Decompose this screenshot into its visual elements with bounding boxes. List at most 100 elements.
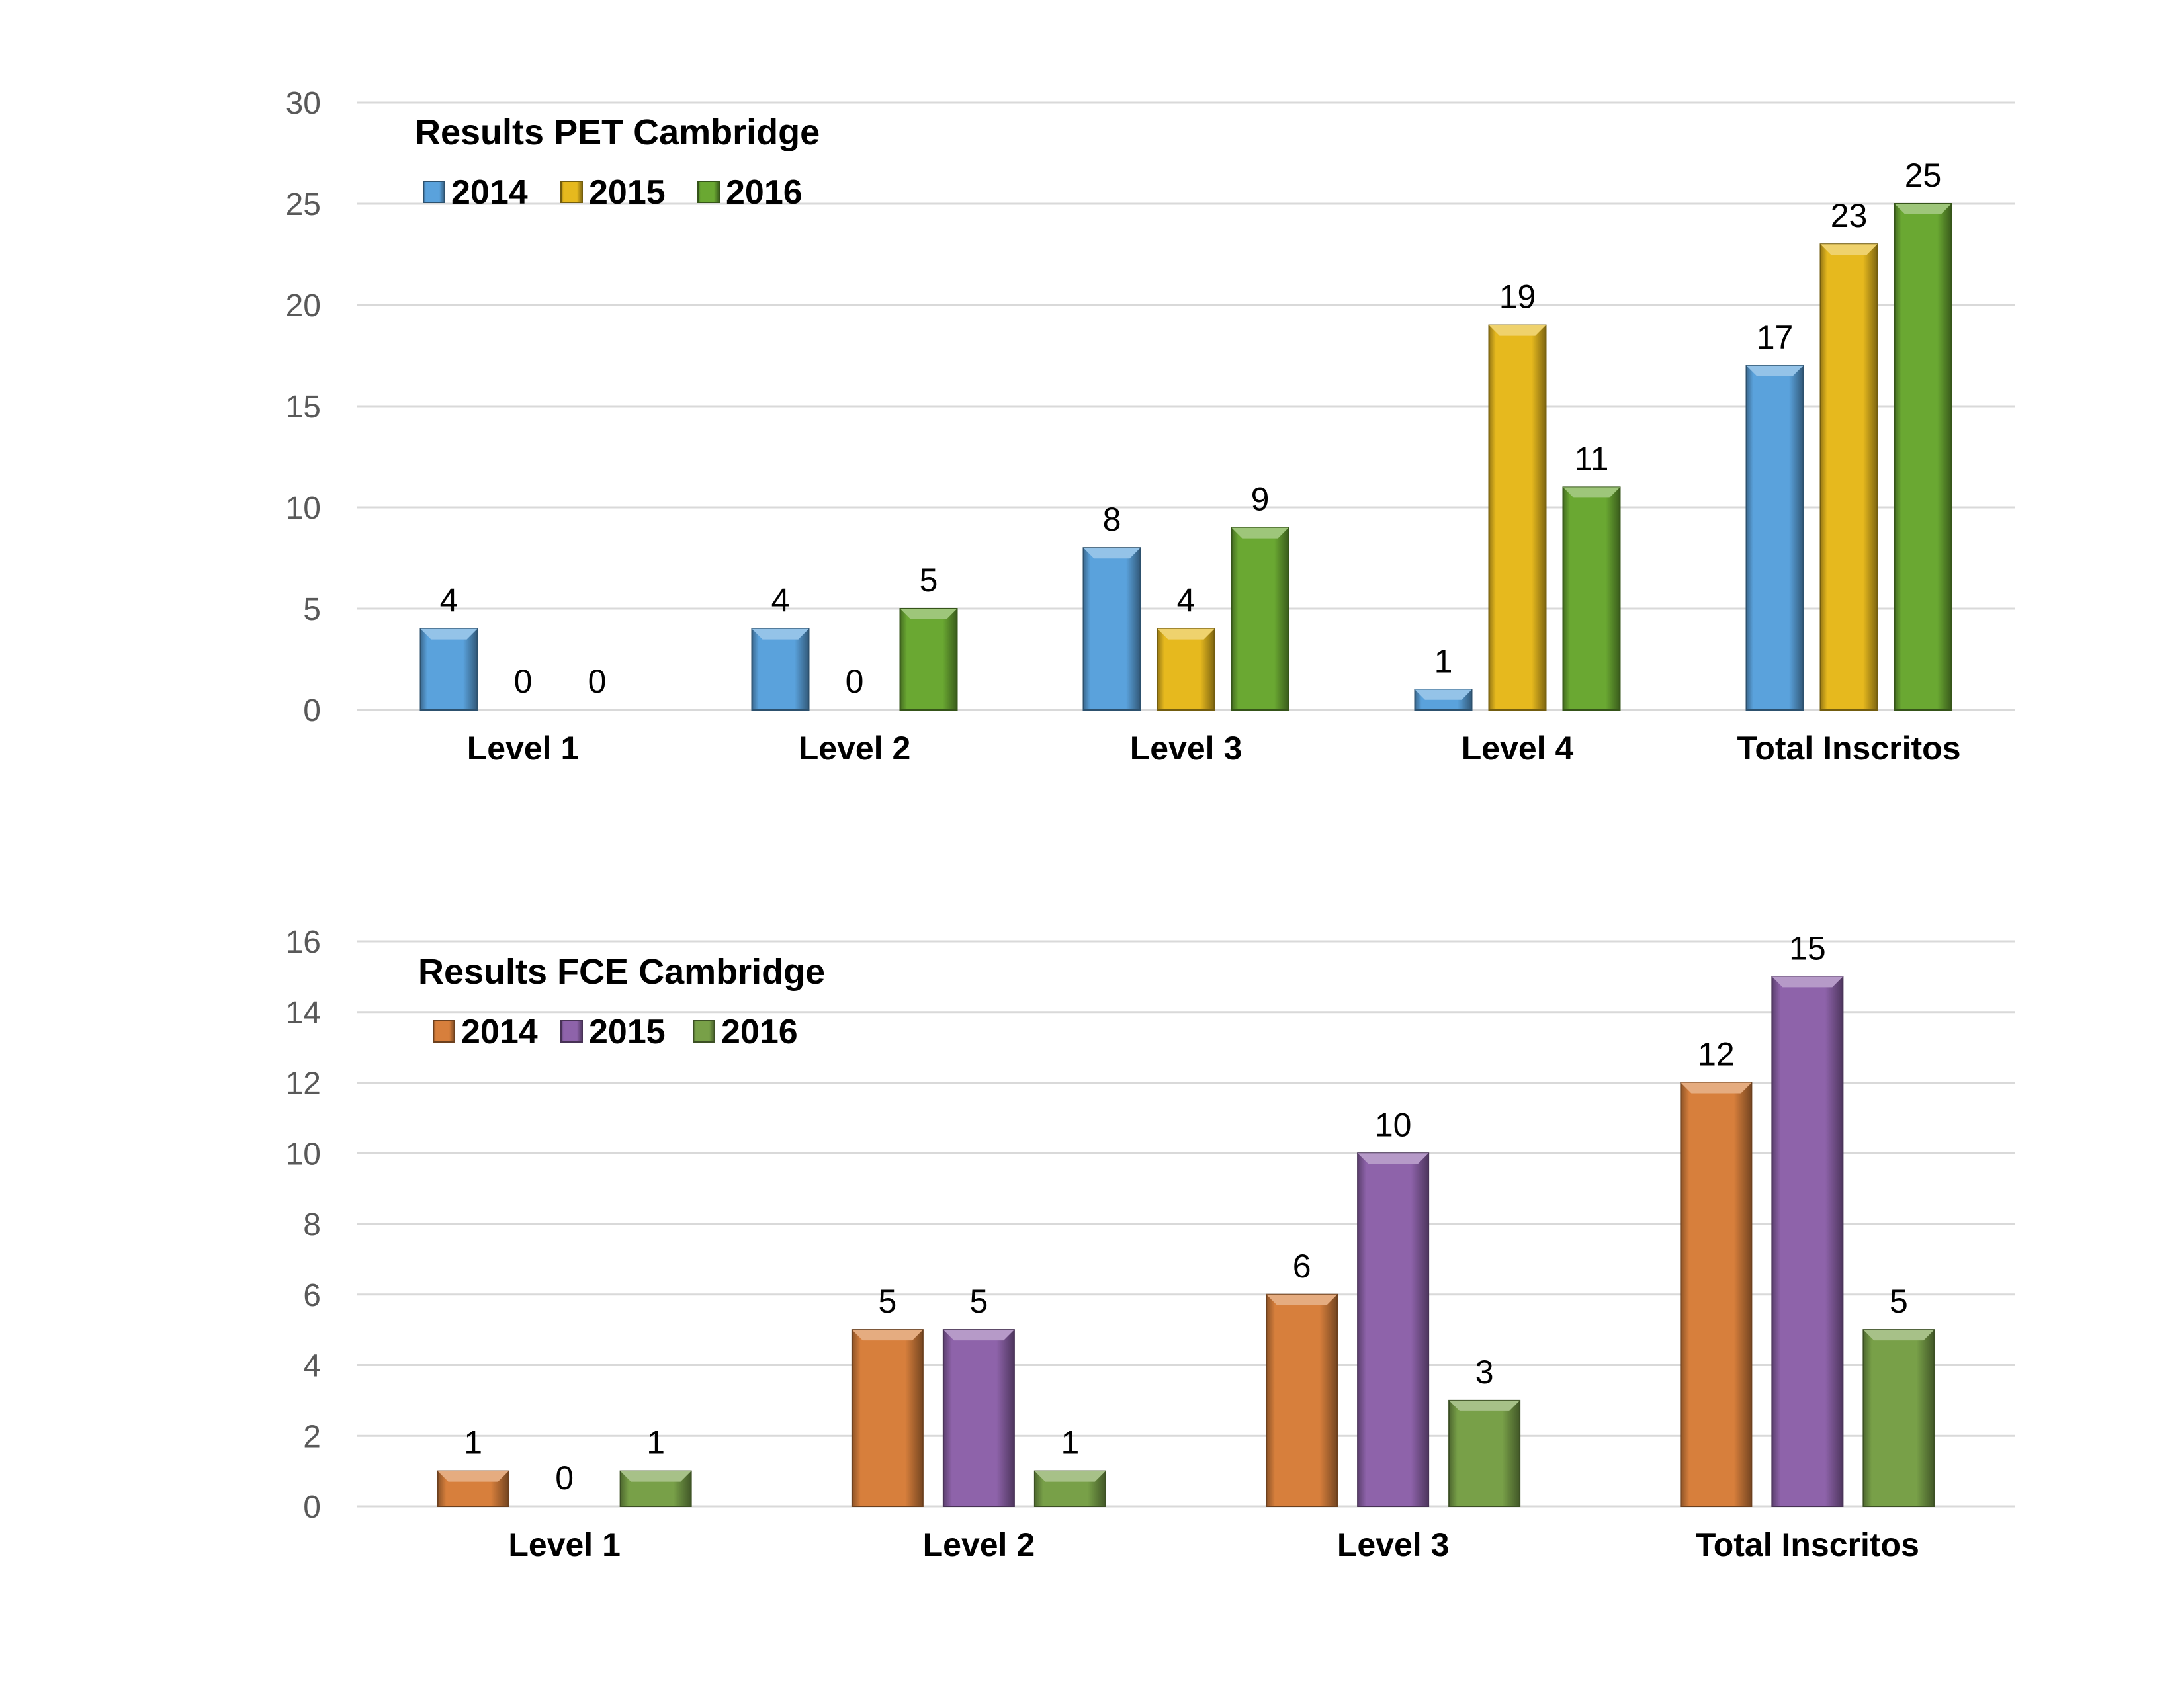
legend-item: 2015 bbox=[560, 173, 666, 212]
bar bbox=[1819, 243, 1878, 711]
y-tick-label: 20 bbox=[286, 288, 321, 324]
legend-swatch bbox=[433, 1020, 455, 1043]
bar bbox=[1448, 1399, 1521, 1507]
bar bbox=[619, 1470, 692, 1507]
data-label: 4 bbox=[771, 582, 790, 619]
y-tick-label: 0 bbox=[303, 693, 321, 728]
data-label: 23 bbox=[1831, 197, 1868, 234]
legend-label: 2016 bbox=[726, 173, 803, 212]
data-label: 19 bbox=[1499, 279, 1536, 316]
data-label: 0 bbox=[846, 663, 864, 700]
bar bbox=[1488, 324, 1547, 711]
data-label: 12 bbox=[1698, 1036, 1735, 1073]
bar bbox=[1862, 1329, 1935, 1507]
pet-y-axis: 0 5 10 15 20 25 30 bbox=[286, 86, 321, 728]
legend-item: 2016 bbox=[697, 173, 803, 212]
bar bbox=[419, 628, 478, 711]
legend-label: 2015 bbox=[589, 1013, 666, 1051]
data-label: 25 bbox=[1905, 157, 1942, 194]
x-tick-label: Total Inscritos bbox=[1737, 730, 1960, 767]
bar bbox=[1082, 547, 1141, 711]
y-tick-label: 15 bbox=[286, 390, 321, 425]
bar bbox=[751, 628, 810, 711]
data-label: 10 bbox=[1375, 1106, 1412, 1143]
data-label: 15 bbox=[1789, 930, 1826, 967]
bar bbox=[851, 1329, 924, 1507]
data-label: 0 bbox=[555, 1459, 574, 1496]
data-label: 3 bbox=[1475, 1354, 1494, 1391]
fce-y-axis: 0 2 4 6 8 10 12 14 16 bbox=[286, 925, 321, 1525]
data-label: 1 bbox=[1434, 642, 1453, 679]
bar bbox=[1771, 976, 1844, 1507]
data-label: 5 bbox=[969, 1283, 988, 1320]
fce-legend: 2014 2015 2016 bbox=[433, 1013, 798, 1051]
legend-label: 2016 bbox=[721, 1013, 798, 1051]
data-label: 5 bbox=[1890, 1283, 1908, 1320]
bar bbox=[1033, 1470, 1106, 1507]
bar bbox=[437, 1470, 509, 1507]
pet-chart-title: Results PET Cambridge bbox=[415, 112, 820, 152]
pet-data-labels: 4 0 0 4 0 5 8 4 9 1 19 11 17 23 25 bbox=[440, 157, 1942, 700]
bar bbox=[1894, 203, 1952, 711]
bar bbox=[1414, 689, 1473, 711]
bar bbox=[1357, 1152, 1430, 1507]
data-label: 5 bbox=[878, 1283, 896, 1320]
legend-swatch bbox=[560, 1020, 583, 1043]
y-tick-label: 25 bbox=[286, 187, 321, 222]
pet-chart: 0 5 10 15 20 25 30 4 0 0 4 0 5 8 4 9 1 19 11 17 23 25 Level … bbox=[286, 86, 2015, 767]
legend-swatch bbox=[693, 1020, 715, 1043]
y-tick-label: 5 bbox=[303, 592, 321, 627]
data-label: 1 bbox=[464, 1424, 482, 1461]
x-tick-label: Level 2 bbox=[923, 1526, 1035, 1563]
legend-label: 2015 bbox=[589, 173, 666, 212]
data-label: 8 bbox=[1103, 501, 1121, 538]
legend-label: 2014 bbox=[451, 173, 528, 212]
data-label: 11 bbox=[1575, 440, 1609, 477]
x-tick-label: Level 3 bbox=[1130, 730, 1243, 767]
legend-label: 2014 bbox=[461, 1013, 538, 1051]
data-label: 17 bbox=[1757, 319, 1794, 356]
legend-item: 2014 bbox=[423, 173, 528, 212]
pet-legend: 2014 2015 2016 bbox=[423, 173, 803, 212]
x-tick-label: Level 2 bbox=[799, 730, 911, 767]
pet-x-axis: Level 1 Level 2 Level 3 Level 4 Total Inscri… bbox=[467, 730, 1961, 767]
y-tick-label: 8 bbox=[303, 1207, 321, 1242]
legend-item: 2016 bbox=[693, 1013, 798, 1051]
bar bbox=[942, 1329, 1015, 1507]
bar bbox=[1157, 628, 1215, 711]
data-label: 5 bbox=[920, 562, 938, 599]
y-tick-label: 4 bbox=[303, 1349, 321, 1384]
x-tick-label: Level 1 bbox=[508, 1526, 621, 1563]
bar bbox=[1745, 365, 1804, 711]
y-tick-label: 30 bbox=[286, 86, 321, 121]
y-tick-label: 10 bbox=[286, 491, 321, 526]
bar bbox=[899, 608, 958, 711]
bar bbox=[1266, 1293, 1338, 1507]
data-label: 0 bbox=[588, 663, 607, 700]
legend-item: 2014 bbox=[433, 1013, 538, 1051]
y-tick-label: 16 bbox=[286, 925, 321, 960]
x-tick-label: Level 3 bbox=[1337, 1526, 1450, 1563]
x-tick-label: Level 4 bbox=[1462, 730, 1574, 767]
legend-item: 2015 bbox=[560, 1013, 666, 1051]
legend-swatch bbox=[560, 181, 583, 203]
data-label: 1 bbox=[646, 1424, 665, 1461]
bar bbox=[1680, 1082, 1753, 1507]
fce-chart-title: Results FCE Cambridge bbox=[418, 952, 825, 992]
legend-swatch bbox=[697, 181, 720, 203]
fce-x-axis: Level 1 Level 2 Level 3 Total Inscritos bbox=[508, 1526, 1919, 1563]
y-tick-label: 12 bbox=[286, 1066, 321, 1102]
x-tick-label: Level 1 bbox=[467, 730, 580, 767]
bar bbox=[1562, 486, 1621, 711]
pet-bars bbox=[419, 203, 1952, 711]
data-label: 4 bbox=[1177, 582, 1196, 619]
x-tick-label: Total Inscritos bbox=[1696, 1526, 1919, 1563]
pet-gridlines bbox=[357, 101, 2015, 711]
data-label: 0 bbox=[514, 663, 533, 700]
bar bbox=[1231, 527, 1289, 711]
y-tick-label: 6 bbox=[303, 1278, 321, 1313]
data-label: 6 bbox=[1293, 1248, 1311, 1285]
